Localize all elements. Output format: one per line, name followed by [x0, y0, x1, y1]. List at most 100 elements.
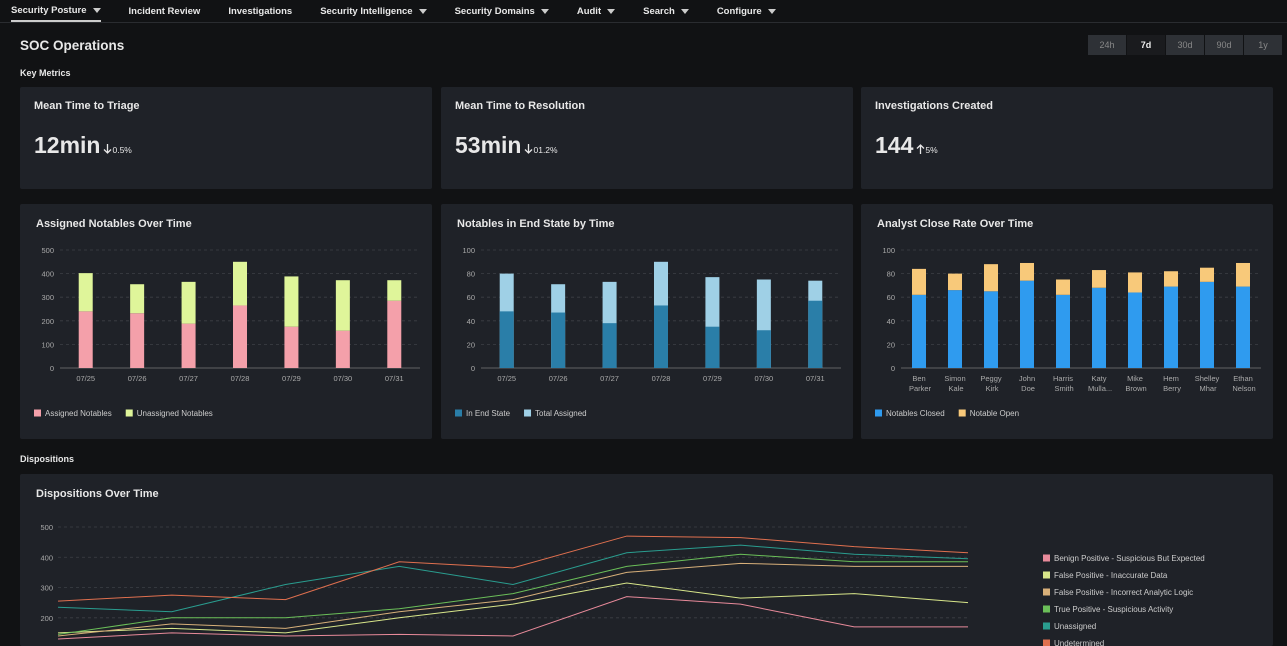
- x-tick-label: 07/28: [652, 374, 671, 383]
- kpi-change: 01.2%: [524, 144, 558, 155]
- legend-label: Unassigned: [1054, 622, 1096, 631]
- kpi-title: Mean Time to Triage: [34, 100, 140, 112]
- legend-swatch: [1043, 639, 1050, 646]
- nav-item[interactable]: Search: [643, 0, 689, 22]
- x-tick-label: 07/27: [179, 374, 198, 383]
- bar: [1020, 262, 1034, 281]
- nav-item[interactable]: Security Posture: [11, 0, 101, 22]
- kpi-change-value: 01.2%: [533, 145, 558, 155]
- chart-title: Analyst Close Rate Over Time: [877, 218, 1033, 230]
- nav-item[interactable]: Audit: [577, 0, 616, 22]
- trend-arrow: [525, 144, 533, 154]
- nav-item[interactable]: Security Domains: [455, 0, 549, 22]
- bar: [1164, 271, 1178, 287]
- x-tick-label: 07/25: [497, 374, 516, 383]
- arrow: [525, 144, 533, 154]
- chart: Analyst Close Rate Over Time 0 20 40 60 80 100…: [875, 218, 1261, 418]
- bar: [705, 326, 720, 368]
- bar: [284, 276, 299, 327]
- x-tick-label: John Doe: [1019, 374, 1035, 393]
- bar: [181, 323, 196, 368]
- chart-card: Assigned Notables Over Time 0 100 200 300 400…: [20, 204, 432, 439]
- nav-label: Security Posture: [11, 4, 87, 16]
- kpi-row: 12min 0.5%: [34, 132, 132, 159]
- legend-swatch: [958, 409, 966, 417]
- y-tick-label: 0: [50, 364, 54, 373]
- y-tick-label: 500: [40, 523, 53, 532]
- bar: [551, 312, 566, 368]
- section-label: Dispositions: [20, 454, 75, 464]
- x-tick-label: Shelley Mhar: [1195, 374, 1220, 393]
- time-range-button[interactable]: 1y: [1244, 35, 1282, 55]
- kpi-change-value: 0.5%: [112, 145, 132, 155]
- bar: [1200, 267, 1214, 282]
- time-range-button[interactable]: 30d: [1166, 35, 1204, 55]
- dropdown-caret: [767, 8, 776, 14]
- time-range: 24h 7d 30d 90d 1y: [1088, 35, 1283, 55]
- bar: [912, 268, 926, 295]
- dropdown-caret: [607, 8, 616, 14]
- legend-label: Assigned Notables: [45, 409, 112, 418]
- kpi-change: 5%: [916, 144, 938, 155]
- time-range-button[interactable]: 7d: [1127, 35, 1165, 55]
- legend-label: Benign Positive - Suspicious But Expecte…: [1054, 554, 1205, 563]
- legend-swatch: [125, 409, 133, 417]
- y-tick-label: 0: [891, 364, 895, 373]
- bar: [1236, 286, 1250, 368]
- y-tick-label: 60: [887, 293, 895, 302]
- kpi-title: Investigations Created: [875, 100, 993, 112]
- bar: [912, 294, 926, 368]
- nav-item[interactable]: Configure: [717, 0, 776, 22]
- y-tick-label: 100: [882, 246, 895, 255]
- legend-label: Notables Closed: [886, 409, 945, 418]
- bar: [1020, 280, 1034, 368]
- x-tick-label: 07/25: [76, 374, 95, 383]
- nav-item[interactable]: Investigations: [228, 0, 292, 22]
- nav-label: Configure: [716, 5, 762, 17]
- bar: [948, 290, 962, 368]
- y-tick-label: 400: [41, 270, 54, 279]
- legend-label: True Positive - Suspicious Activity: [1054, 605, 1173, 614]
- x-tick-label: 07/26: [128, 374, 147, 383]
- legend-swatch: [1043, 605, 1050, 613]
- kpi-title: Mean Time to Resolution: [455, 100, 585, 112]
- bar: [499, 311, 514, 368]
- nav-label: Search: [643, 5, 675, 17]
- bar: [335, 330, 350, 368]
- nav-item[interactable]: Security Intelligence: [320, 0, 427, 22]
- time-range-button[interactable]: 90d: [1205, 35, 1243, 55]
- x-tick-label: 07/31: [385, 374, 404, 383]
- time-range-button[interactable]: 24h: [1088, 35, 1126, 55]
- kpi-change-value: 5%: [925, 145, 938, 155]
- kpi-change: 0.5%: [103, 144, 132, 155]
- bar: [756, 330, 771, 368]
- y-tick-label: 200: [40, 614, 53, 623]
- bar: [233, 305, 247, 368]
- bar: [1128, 272, 1142, 293]
- nav-item[interactable]: Incident Review: [129, 0, 201, 22]
- x-tick-label: Katy Mulla...: [1086, 374, 1112, 393]
- x-tick-label: 07/31: [806, 374, 825, 383]
- bar: [78, 273, 93, 312]
- legend-label: False Positive - Incorrect Analytic Logi…: [1054, 588, 1193, 597]
- x-tick-label: 07/29: [282, 374, 301, 383]
- dropdown-caret: [680, 8, 689, 14]
- chart-card: Dispositions Over Time 200 300 400 500 Benign…: [20, 474, 1273, 646]
- legend-swatch: [524, 409, 532, 417]
- bar: [1236, 262, 1250, 287]
- line: [57, 596, 968, 640]
- legend-label: Notable Open: [970, 409, 1019, 418]
- legend-label: Total Assigned: [535, 409, 587, 418]
- y-tick-label: 300: [41, 293, 54, 302]
- x-tick-label: Mike Brown: [1123, 374, 1146, 393]
- x-tick-label: Hem Berry: [1161, 374, 1181, 393]
- line: [57, 582, 969, 634]
- bar: [335, 280, 350, 331]
- bar: [78, 311, 93, 368]
- x-tick-label: 07/28: [231, 374, 250, 383]
- kpi-card: Mean Time to Triage 12min 0.5%: [20, 87, 432, 189]
- bar: [1056, 294, 1070, 368]
- y-tick-label: 0: [471, 364, 475, 373]
- chart: Assigned Notables Over Time 0 100 200 300 400…: [34, 218, 420, 418]
